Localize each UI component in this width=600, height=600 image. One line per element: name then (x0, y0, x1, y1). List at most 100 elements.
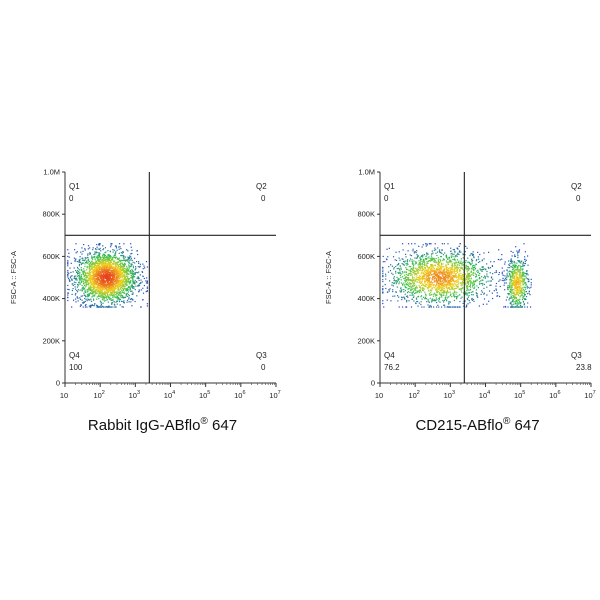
event-point (424, 298, 426, 300)
event-point (440, 293, 443, 295)
event-point (425, 275, 428, 277)
event-point (125, 268, 127, 271)
event-point (518, 288, 520, 290)
event-point (439, 270, 441, 273)
quadrant-value-q1: 0 (69, 194, 74, 203)
event-point (92, 275, 94, 278)
event-point (97, 305, 99, 307)
event-point (439, 282, 441, 284)
event-point (126, 289, 129, 291)
event-point (416, 257, 418, 259)
event-point (506, 274, 508, 276)
event-point (107, 295, 109, 297)
event-point (114, 304, 116, 306)
event-point (114, 253, 116, 255)
event-point (104, 270, 107, 272)
event-point (120, 282, 123, 284)
event-point (421, 271, 423, 273)
event-point (74, 249, 76, 251)
event-point (395, 259, 398, 262)
event-point (98, 266, 100, 268)
event-point (111, 302, 113, 304)
event-point (101, 293, 103, 295)
event-point (80, 274, 83, 276)
event-point (439, 279, 442, 281)
event-point (112, 263, 114, 265)
event-point (105, 259, 107, 262)
event-point (93, 290, 95, 292)
event-point (130, 264, 132, 266)
event-point (526, 306, 528, 308)
event-point (418, 285, 420, 287)
event-point (475, 292, 477, 294)
event-point (110, 284, 112, 286)
event-point (510, 290, 512, 292)
event-point (527, 281, 529, 283)
event-point (403, 264, 406, 266)
event-point (123, 284, 125, 286)
event-point (144, 267, 146, 269)
event-point (90, 274, 92, 277)
event-point (461, 278, 463, 280)
event-point (423, 306, 425, 308)
event-point (423, 254, 426, 256)
event-point (482, 266, 484, 268)
event-point (496, 295, 498, 297)
event-point (87, 283, 89, 285)
event-point (112, 277, 114, 279)
event-point (95, 260, 97, 262)
event-point (100, 286, 102, 288)
event-point (449, 284, 451, 286)
event-point (97, 269, 99, 271)
event-point (445, 265, 447, 268)
event-point (515, 246, 517, 248)
event-point (465, 277, 467, 279)
event-point (90, 278, 93, 280)
event-point (102, 289, 104, 291)
event-point (110, 298, 112, 300)
event-point (133, 273, 136, 275)
event-point (137, 253, 139, 256)
event-point (95, 283, 97, 286)
event-point (128, 281, 130, 283)
event-point (437, 275, 439, 277)
event-point (129, 270, 132, 272)
event-point (408, 285, 410, 287)
event-point (78, 259, 80, 261)
event-point (69, 267, 71, 269)
event-point (420, 291, 422, 293)
event-point (105, 273, 107, 276)
event-point (82, 257, 84, 259)
event-point (445, 294, 448, 296)
event-point (75, 258, 77, 260)
event-point (508, 293, 510, 295)
event-point (110, 272, 112, 275)
event-point (433, 273, 435, 275)
event-point (401, 258, 403, 260)
event-point (127, 280, 129, 282)
event-point (86, 276, 89, 279)
event-point (393, 276, 395, 278)
event-point (443, 273, 446, 275)
event-point (109, 282, 111, 285)
event-point (523, 295, 526, 297)
event-point (79, 271, 81, 274)
event-point (522, 272, 524, 274)
event-point (67, 284, 69, 287)
event-point (462, 261, 464, 263)
event-point (478, 305, 481, 307)
event-point (476, 270, 478, 272)
event-point (105, 285, 107, 287)
event-point (85, 284, 87, 286)
event-point (509, 289, 512, 291)
event-point (100, 275, 102, 277)
event-point (507, 285, 509, 287)
event-point (438, 250, 440, 252)
event-point (456, 259, 458, 261)
event-point (415, 269, 417, 271)
event-point (130, 265, 132, 267)
event-point (394, 259, 396, 261)
event-point (429, 294, 431, 296)
event-point (447, 283, 449, 285)
event-point (441, 287, 443, 289)
